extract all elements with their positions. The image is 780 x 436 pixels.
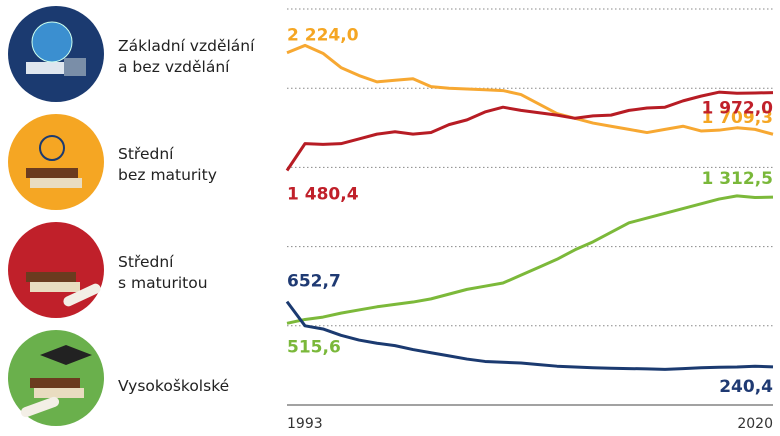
value-label: 515,6 bbox=[287, 337, 341, 357]
icon-book bbox=[30, 282, 80, 292]
legend-label: Základní vzdělání a bez vzdělání bbox=[118, 37, 255, 76]
series-line bbox=[285, 90, 774, 172]
icons bbox=[8, 6, 104, 426]
value-label: 1 972,0 bbox=[701, 99, 773, 119]
icon-cap bbox=[40, 345, 92, 365]
series-line bbox=[285, 300, 774, 371]
series-line bbox=[286, 43, 774, 136]
icon-book bbox=[26, 168, 78, 178]
legend-label: Střední bez maturity bbox=[118, 145, 217, 184]
value-label: 652,7 bbox=[287, 272, 341, 292]
value-label: 1 480,4 bbox=[287, 185, 359, 205]
icon-book bbox=[30, 378, 80, 388]
icon-secondary bbox=[8, 114, 104, 210]
value-label: 240,4 bbox=[719, 377, 773, 397]
icon-atom bbox=[39, 135, 65, 161]
value-label: 2 224,0 bbox=[287, 26, 359, 46]
icon-diploma bbox=[20, 396, 60, 418]
legend-label: Vysokoškolské bbox=[118, 377, 230, 395]
x-tick-label: 2020 bbox=[737, 416, 773, 432]
value-label: 1 709,3 bbox=[701, 108, 773, 128]
icon-book bbox=[34, 388, 84, 398]
value-label: 1 312,5 bbox=[701, 169, 773, 189]
icon-calc bbox=[64, 58, 86, 76]
series-line bbox=[286, 194, 774, 325]
icon-globe bbox=[31, 21, 73, 63]
x-tick-label: 1993 bbox=[287, 416, 323, 432]
icon-book bbox=[26, 272, 76, 282]
icon-book bbox=[30, 178, 82, 188]
legend-label: Střední s maturitou bbox=[118, 253, 208, 292]
icon-maturita bbox=[8, 222, 104, 318]
icon-diploma bbox=[63, 283, 101, 307]
